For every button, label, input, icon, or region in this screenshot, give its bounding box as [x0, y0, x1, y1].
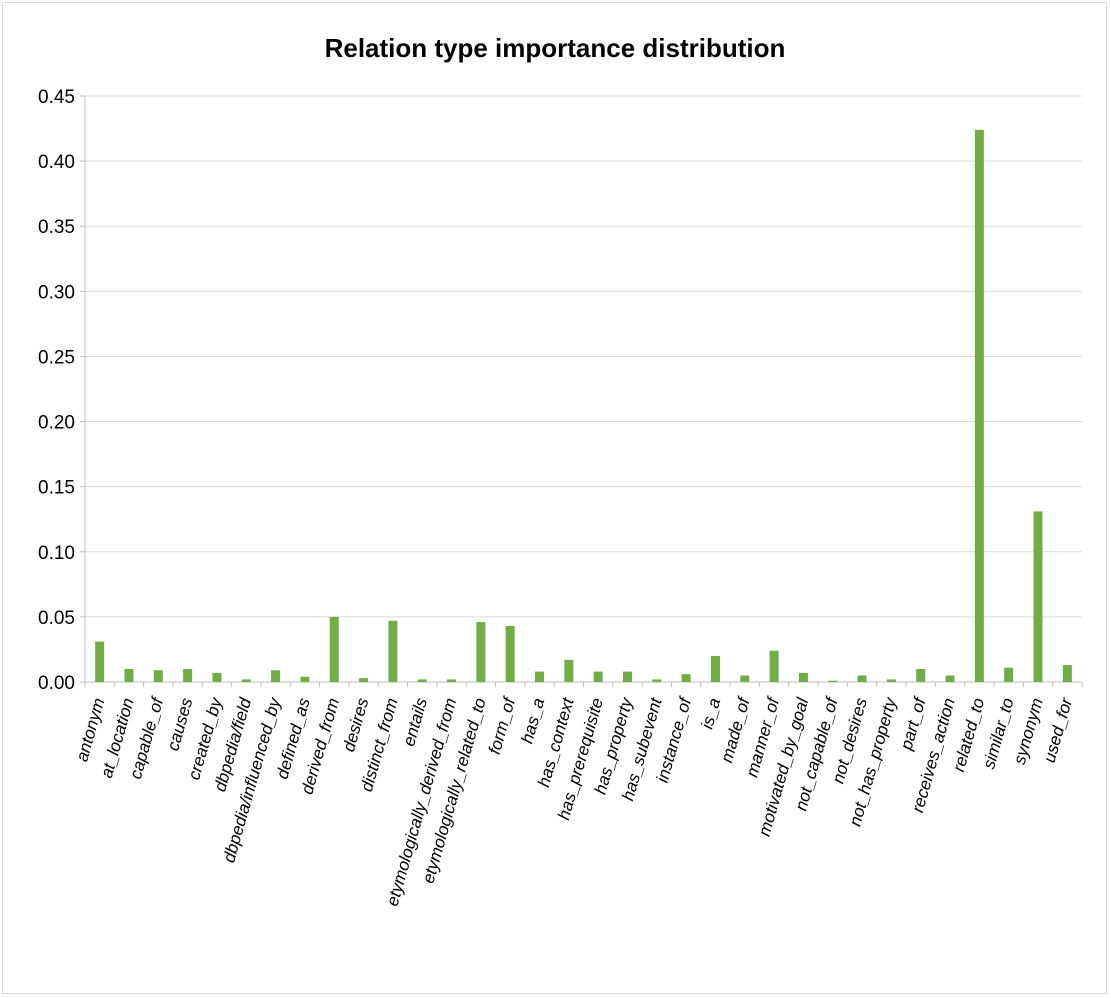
bar-receives-action — [945, 675, 955, 682]
x-tick-label: causes — [163, 695, 196, 752]
bar-used-for — [1062, 665, 1072, 682]
bar-at-location — [124, 668, 134, 682]
x-tick-label: part_of — [896, 694, 930, 753]
bar-entails — [417, 679, 427, 682]
bar-distinct-from — [388, 620, 398, 682]
y-tick-label: 0.15 — [38, 478, 75, 499]
y-tick-label: 0.45 — [38, 87, 75, 108]
bar-motivated-by-goal — [798, 672, 808, 682]
bar-not-capable-of — [828, 680, 838, 682]
chart-title: Relation type importance distribution — [325, 33, 786, 63]
y-tick-label: 0.40 — [38, 152, 75, 173]
bar-related-to — [974, 129, 984, 682]
bar-not-desires — [857, 675, 867, 682]
bar-is-a — [710, 655, 720, 682]
bar-has-prerequisite — [593, 671, 603, 682]
bar-not-has-property — [886, 679, 896, 682]
bar-manner-of — [769, 650, 779, 682]
y-tick-label: 0.25 — [38, 347, 75, 368]
bar-made-of — [740, 675, 750, 682]
x-tick-label: entails — [399, 695, 431, 748]
bar-dbpedia-field — [241, 679, 251, 682]
bar-etymologically-derived-from — [447, 679, 457, 682]
y-tick-label: 0.35 — [38, 217, 75, 238]
bar-similar-to — [1004, 667, 1014, 682]
bar-has-a — [535, 671, 545, 682]
bar-created-by — [212, 672, 222, 682]
x-tick-label: is_a — [697, 696, 724, 731]
bar-derived-from — [329, 616, 339, 682]
bar-has-property — [622, 671, 632, 682]
y-tick-label: 0.00 — [38, 673, 75, 694]
y-tick-label: 0.05 — [38, 608, 75, 629]
bar-has-context — [564, 659, 574, 682]
bar-dbpedia-influenced-by — [271, 670, 281, 682]
bar-desires — [359, 678, 369, 682]
bar-causes — [183, 668, 193, 682]
y-tick-label: 0.10 — [38, 543, 75, 564]
y-tick-label: 0.20 — [38, 413, 75, 434]
bar-etymologically-related-to — [476, 622, 486, 682]
x-tick-label: desires — [339, 695, 373, 753]
bar-synonym — [1033, 511, 1043, 682]
bar-instance-of — [681, 674, 691, 682]
bar-form-of — [505, 626, 515, 682]
y-tick-label: 0.30 — [38, 282, 75, 303]
x-tick-label: form_of — [485, 694, 520, 757]
x-tick-label: has_a — [517, 696, 548, 746]
bar-has-subevent — [652, 679, 662, 682]
bar-defined-as — [300, 676, 310, 682]
bar-capable-of — [153, 670, 163, 682]
bar-antonym — [95, 641, 105, 682]
bar-part-of — [916, 668, 926, 682]
